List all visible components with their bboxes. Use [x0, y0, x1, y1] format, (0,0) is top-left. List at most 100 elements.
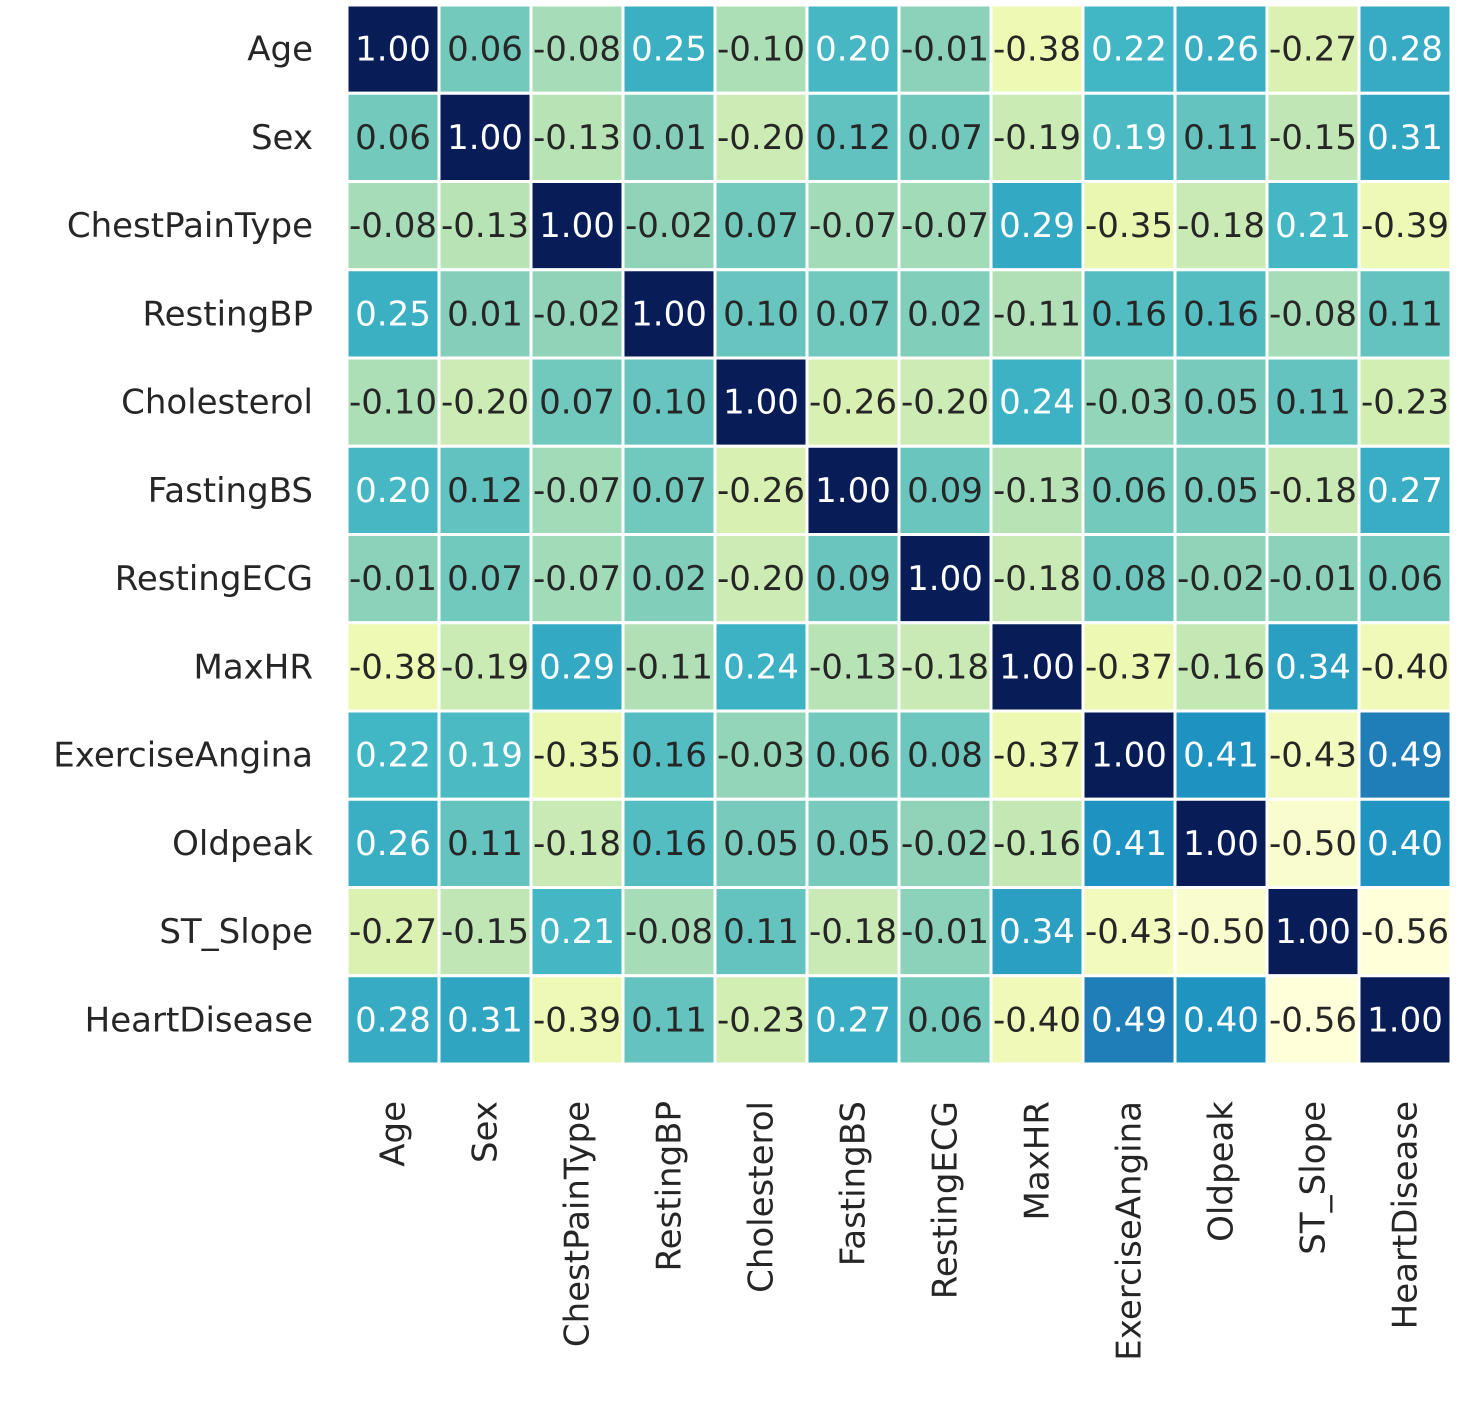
heatmap-cell	[621, 797, 717, 889]
cell-label: 0.12	[447, 471, 523, 511]
cell-label: -0.18	[533, 824, 621, 864]
heatmap-cell	[713, 180, 809, 272]
heatmap-cell	[1081, 709, 1177, 801]
cell-label: -0.39	[533, 1000, 621, 1040]
cell-label: -0.40	[993, 1000, 1081, 1040]
cell-label: 0.11	[723, 912, 799, 952]
heatmap-cell	[989, 356, 1085, 448]
cell-label: -0.13	[441, 206, 529, 246]
cell-label: 0.02	[907, 294, 983, 334]
cell-label: 0.05	[723, 824, 799, 864]
cell-label: -0.50	[1269, 824, 1357, 864]
heatmap-cell	[345, 886, 441, 978]
heatmap-cell	[805, 268, 901, 360]
cell-label: 0.49	[1091, 1000, 1167, 1040]
heatmap-cell	[989, 91, 1085, 183]
cell-label: -0.20	[717, 118, 805, 158]
cell-label: 0.06	[447, 30, 523, 70]
heatmap-cell	[805, 974, 901, 1066]
cell-label: 0.34	[1275, 647, 1351, 687]
x-tick-label: Oldpeak	[1202, 1101, 1242, 1242]
heatmap-cell	[1357, 180, 1453, 272]
cell-label: -0.16	[1177, 647, 1265, 687]
cell-label: 0.01	[631, 118, 707, 158]
cell-label: 0.19	[447, 736, 523, 776]
cell-label: 0.29	[999, 206, 1075, 246]
cell-label: -0.02	[1177, 559, 1265, 599]
cell-label: 0.10	[631, 383, 707, 423]
heatmap-cell	[1265, 621, 1361, 713]
heatmap-cell	[1081, 886, 1177, 978]
cell-label: 0.19	[1091, 118, 1167, 158]
cell-label: 0.22	[355, 736, 431, 776]
heatmap-cell	[345, 3, 441, 95]
heatmap-cell	[713, 621, 809, 713]
y-tick-label: ST_Slope	[159, 912, 313, 952]
heatmap-cell	[529, 886, 625, 978]
cell-label: -0.13	[809, 647, 897, 687]
cell-label: -0.23	[717, 1000, 805, 1040]
heatmap-cell	[529, 533, 625, 625]
heatmap-cell	[1081, 533, 1177, 625]
cell-label: 0.25	[631, 30, 707, 70]
cell-label: -0.43	[1269, 736, 1357, 776]
cell-label: -0.35	[533, 736, 621, 776]
cell-label: 0.11	[1275, 383, 1351, 423]
heatmap-cell	[621, 621, 717, 713]
heatmap-cell	[437, 797, 533, 889]
cell-label: -0.27	[349, 912, 437, 952]
heatmap-cell	[897, 91, 993, 183]
x-tick-label: Sex	[466, 1101, 506, 1163]
cell-label: -0.38	[349, 647, 437, 687]
cell-label: -0.01	[1269, 559, 1357, 599]
cell-label: -0.26	[717, 471, 805, 511]
x-tick-label: HeartDisease	[1386, 1101, 1426, 1329]
heatmap-cell	[529, 709, 625, 801]
cell-label: -0.01	[901, 30, 989, 70]
cell-label: 0.11	[631, 1000, 707, 1040]
heatmap-cell	[897, 180, 993, 272]
cell-label: 1.00	[1275, 912, 1351, 952]
cell-label: 0.16	[631, 736, 707, 776]
cell-label: 0.28	[355, 1000, 431, 1040]
heatmap-cell	[345, 444, 441, 536]
cell-label: -0.13	[993, 471, 1081, 511]
cell-label: -0.15	[1269, 118, 1357, 158]
cell-label: 0.05	[815, 824, 891, 864]
cell-label: -0.18	[993, 559, 1081, 599]
heatmap-cell	[805, 3, 901, 95]
y-tick-label: Age	[247, 30, 313, 70]
cell-label: 0.40	[1183, 1000, 1259, 1040]
cell-label: 1.00	[723, 383, 799, 423]
cell-label: -0.18	[1177, 206, 1265, 246]
cell-label: 0.07	[723, 206, 799, 246]
cell-label: -0.07	[533, 471, 621, 511]
x-tick-label: Cholesterol	[742, 1101, 782, 1293]
cell-label: 0.06	[907, 1000, 983, 1040]
heatmap-cell	[1081, 268, 1177, 360]
cell-label: 1.00	[907, 559, 983, 599]
heatmap-cell	[345, 621, 441, 713]
cell-label: -0.43	[1085, 912, 1173, 952]
cell-label: 0.07	[631, 471, 707, 511]
heatmap-cell	[1173, 533, 1269, 625]
cell-label: 1.00	[1091, 736, 1167, 776]
cell-label: -0.10	[349, 383, 437, 423]
y-tick-label: Sex	[251, 118, 313, 158]
heatmap-cell	[1265, 268, 1361, 360]
heatmap-cell	[1357, 621, 1453, 713]
heatmap-cell	[1357, 974, 1453, 1066]
cell-label: 0.27	[1367, 471, 1443, 511]
cell-label: 0.08	[1091, 559, 1167, 599]
cell-label: 0.06	[355, 118, 431, 158]
cell-label: 0.09	[907, 471, 983, 511]
cell-label: 0.07	[447, 559, 523, 599]
heatmap-cell	[713, 356, 809, 448]
cell-label: -0.20	[901, 383, 989, 423]
cell-label: -0.01	[901, 912, 989, 952]
x-tick-label: ChestPainType	[558, 1101, 598, 1347]
cell-label: -0.37	[1085, 647, 1173, 687]
cell-label: -0.26	[809, 383, 897, 423]
heatmap-cell	[529, 356, 625, 448]
